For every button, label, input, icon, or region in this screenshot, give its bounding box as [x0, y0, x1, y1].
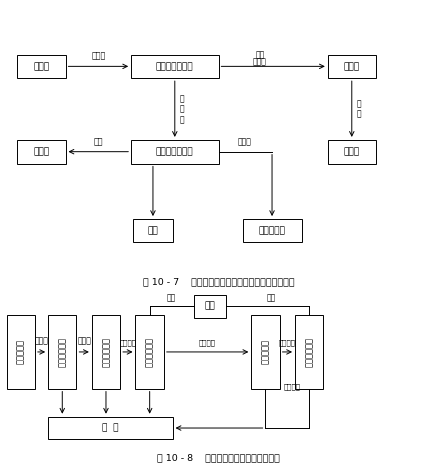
Bar [131, 140, 218, 164]
Text: 图 10 - 8    轧花下脚料清理回收工艺流程: 图 10 - 8 轧花下脚料清理回收工艺流程 [157, 453, 280, 462]
Text: 图 10 - 7    清理子棉排出下脚料的清理回收工艺流程: 图 10 - 7 清理子棉排出下脚料的清理回收工艺流程 [143, 277, 294, 286]
Bar [48, 417, 173, 439]
Text: 排
出
物: 排 出 物 [180, 94, 185, 124]
Text: 不孕子提净机: 不孕子提净机 [101, 337, 111, 367]
Text: 清花机: 清花机 [34, 62, 49, 71]
Text: 杂  庇: 杂 庇 [102, 424, 118, 432]
Text: 不孕子提净机: 不孕子提净机 [305, 337, 314, 367]
Text: 锯齿轧花机: 锯齿轧花机 [16, 339, 25, 365]
Text: 不孕子棱: 不孕子棱 [283, 383, 300, 390]
Text: 不孕子棱: 不孕子棱 [120, 339, 136, 346]
Text: 小花头: 小花头 [253, 57, 267, 66]
Text: 棉子: 棉子 [94, 137, 103, 146]
Text: 剥绒机: 剥绒机 [34, 147, 49, 156]
Text: 不孕子棱: 不孕子棱 [279, 339, 296, 346]
Bar [328, 55, 376, 78]
Text: 下脚料: 下脚料 [35, 337, 49, 346]
Bar [17, 55, 66, 78]
Text: 螺旋钉齿清杂机: 螺旋钉齿清杂机 [156, 147, 194, 156]
Text: 开不孕子机: 开不孕子机 [261, 339, 270, 365]
Text: 短绒: 短绒 [266, 293, 276, 302]
Bar [295, 315, 323, 389]
Text: 扁条辊清理机: 扁条辊清理机 [145, 337, 154, 367]
Bar [92, 315, 120, 389]
Bar [131, 55, 218, 78]
Bar [328, 140, 376, 164]
Text: 扁条辊清理机: 扁条辊清理机 [58, 337, 67, 367]
Text: 扁条滚筒清杂机: 扁条滚筒清杂机 [156, 62, 194, 71]
Text: 不孕子: 不孕子 [238, 137, 252, 146]
Text: 杂质: 杂质 [148, 226, 158, 235]
Text: 打包机: 打包机 [344, 147, 360, 156]
Bar [7, 315, 35, 389]
Bar [135, 315, 164, 389]
Text: 皮
棉: 皮 棉 [357, 100, 362, 118]
Text: 下脚料: 下脚料 [91, 52, 105, 61]
Bar [48, 315, 76, 389]
Bar [194, 295, 226, 318]
Bar [17, 140, 66, 164]
Bar [251, 315, 280, 389]
Text: 打包: 打包 [205, 302, 215, 310]
Bar [243, 219, 302, 242]
Text: 偃疆: 偃疆 [255, 51, 265, 60]
Bar [133, 219, 173, 242]
Text: 不孕子: 不孕子 [77, 337, 91, 346]
Text: 皮棉: 皮棉 [167, 293, 177, 302]
Text: 开不孕子机: 开不孕子机 [259, 226, 285, 235]
Text: 轧花机: 轧花机 [344, 62, 360, 71]
Text: 不孕子棱: 不孕子棱 [199, 339, 216, 346]
